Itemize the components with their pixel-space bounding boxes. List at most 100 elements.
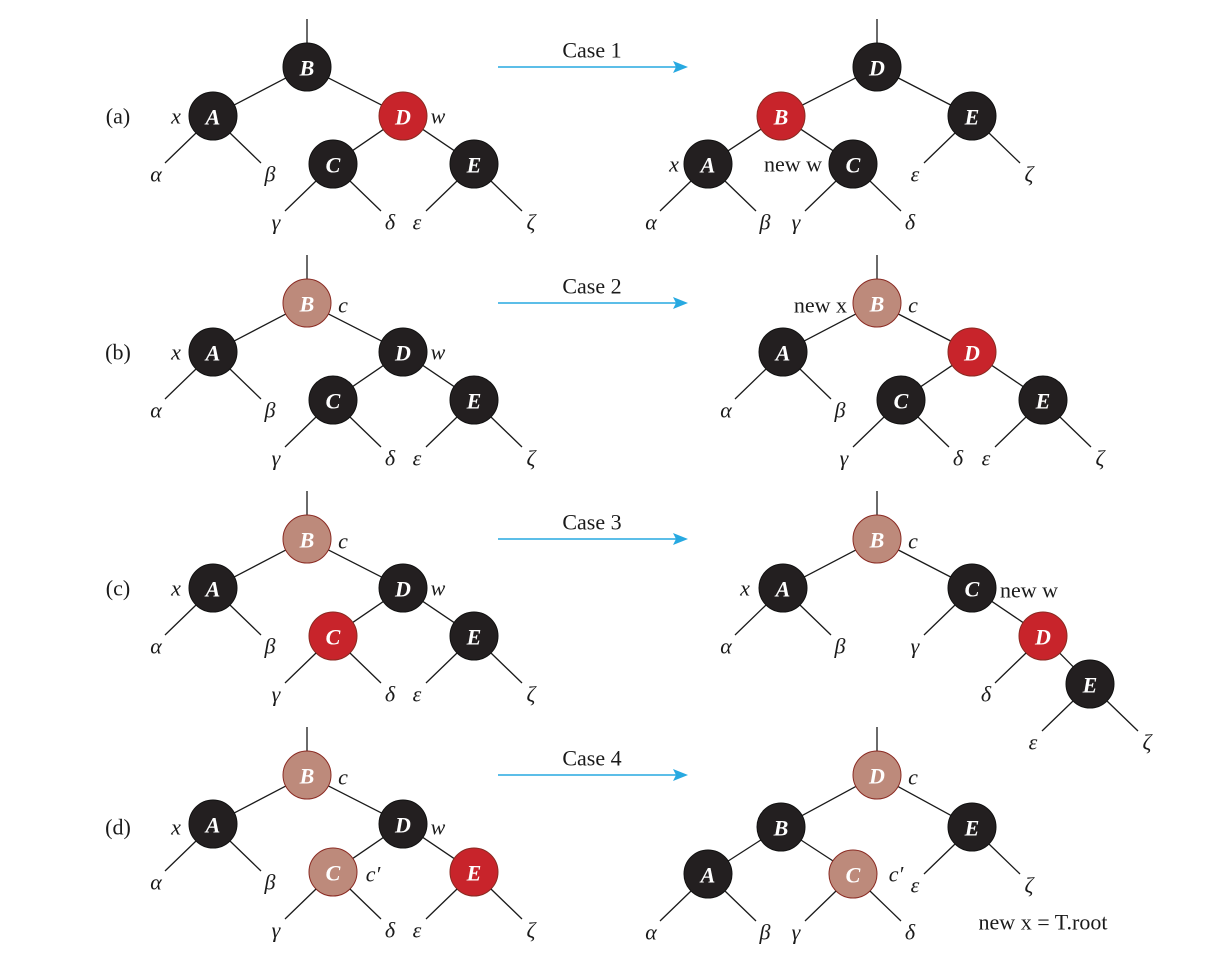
- b-after-label-new-x: new x: [794, 293, 847, 318]
- d-after-edge-B-A: [727, 839, 762, 862]
- d-after-label-c: c: [908, 765, 918, 790]
- b-after-label-c: c: [908, 293, 918, 318]
- case-arrow-b-head: [673, 297, 688, 309]
- b-before-edge-B-A: [233, 313, 287, 342]
- d-after-node-E-letter: E: [964, 816, 980, 841]
- c-before-label-c: c: [338, 529, 348, 554]
- d-before-subtree-alpha-edge: [164, 840, 197, 872]
- c-before-node-E-circle: [449, 611, 499, 661]
- a-before-subtree-delta-symbol: δ: [385, 210, 396, 235]
- b-after-node-E-circle: [1018, 375, 1068, 425]
- b-before-node-A-circle: [188, 327, 238, 377]
- a-before-edge-D-E: [422, 128, 455, 152]
- a-after-edge-D-B: [802, 77, 856, 106]
- d-before-edge-D-E: [422, 836, 455, 860]
- c-before-node-D-letter: D: [394, 577, 411, 602]
- a-after-subtree-gamma-symbol: γ: [792, 210, 802, 235]
- c-before-edge-B-A: [233, 549, 287, 578]
- d-after-subtree-alpha-symbol: α: [645, 920, 657, 945]
- b-before-node-D-circle: [378, 327, 428, 377]
- b-before-node-B: B: [282, 278, 332, 328]
- a-before-subtree-delta-edge: [349, 180, 382, 212]
- d-after-node-A-letter: A: [699, 863, 716, 888]
- a-before-node-C-letter: C: [326, 153, 341, 178]
- a-after-subtree-zeta-symbol: ζ: [1025, 162, 1036, 187]
- d-before-node-B-letter: B: [299, 764, 315, 789]
- c-after-subtree-beta-symbol: β: [834, 634, 846, 659]
- a-before-node-D: D: [378, 91, 428, 141]
- c-before-edge-B-D: [328, 549, 382, 578]
- d-after-subtree-delta-symbol: δ: [905, 920, 916, 945]
- a-before-node-A-circle: [188, 91, 238, 141]
- a-before-subtree-beta-edge: [229, 132, 262, 164]
- a-after-node-B-circle: [756, 91, 806, 141]
- a-after-node-E-circle: [947, 91, 997, 141]
- c-after-node-B-circle: [852, 514, 902, 564]
- a-before-subtree-gamma-edge: [284, 180, 317, 212]
- c-before-node-E-letter: E: [466, 625, 482, 650]
- c-after-edge-C-D: [991, 600, 1024, 624]
- b-after-node-D-letter: D: [963, 341, 980, 366]
- c-after-node-D-letter: D: [1034, 625, 1051, 650]
- d-after-node-B-circle: [756, 802, 806, 852]
- d-before-node-E-circle: [449, 847, 499, 897]
- d-before-subtree-delta-symbol: δ: [385, 918, 396, 943]
- c-after-label-x: x: [739, 576, 750, 601]
- d-before-node-A: A: [188, 799, 238, 849]
- b-after-subtree-alpha-edge: [734, 368, 767, 400]
- c-after-node-E-letter: E: [1082, 673, 1098, 698]
- c-after-subtree-gamma-symbol: γ: [911, 634, 921, 659]
- a-before-node-B-circle: [282, 42, 332, 92]
- d-after-edge-D-E: [897, 785, 952, 817]
- b-after-subtree-gamma-edge: [852, 416, 885, 448]
- d-before-node-C-letter: C: [326, 861, 341, 886]
- d-after-subtree-beta-edge: [724, 890, 757, 922]
- b-after-subtree-zeta-symbol: ζ: [1096, 446, 1107, 471]
- c-after-subtree-alpha-symbol: α: [720, 634, 732, 659]
- c-after-subtree-delta-symbol: δ: [981, 682, 992, 707]
- c-after-subtree-zeta-symbol: ζ: [1143, 730, 1154, 755]
- d-before-subtree-zeta-symbol: ζ: [527, 918, 538, 943]
- c-before-node-C: C: [308, 611, 358, 661]
- b-before-node-C-letter: C: [326, 389, 341, 414]
- d-before-subtree-delta-edge: [349, 888, 382, 920]
- c-after-node-C-letter: C: [965, 577, 980, 602]
- d-before-label-c-prime: c′: [366, 862, 382, 887]
- a-after-subtree-beta-symbol: β: [759, 210, 771, 235]
- c-before-node-D: D: [378, 563, 428, 613]
- a-after-node-D-letter: D: [868, 56, 885, 81]
- d-before-edge-B-D: [328, 785, 382, 814]
- b-before-subtree-zeta-edge: [490, 416, 523, 448]
- b-after-node-E: E: [1018, 375, 1068, 425]
- case-label-b: Case 2: [562, 274, 621, 299]
- d-before-subtree-alpha-symbol: α: [150, 870, 162, 895]
- c-after-subtree-alpha-edge: [734, 604, 767, 636]
- b-before-node-E-circle: [449, 375, 499, 425]
- a-before-node-E-circle: [449, 139, 499, 189]
- c-after-subtree-zeta-edge: [1106, 700, 1139, 732]
- b-after-subtree-delta-edge: [917, 416, 950, 448]
- b-before-edge-D-E: [422, 364, 455, 388]
- case-arrow-c-head: [673, 533, 688, 545]
- c-after-subtree-delta-edge: [994, 652, 1027, 684]
- c-before-subtree-beta-edge: [229, 604, 262, 636]
- c-after-subtree-beta-edge: [799, 604, 832, 636]
- b-after-node-D: D: [947, 327, 997, 377]
- c-after-node-C-circle: [947, 563, 997, 613]
- b-after-node-A-circle: [758, 327, 808, 377]
- a-after-node-D: D: [852, 42, 902, 92]
- b-before-node-D-letter: D: [394, 341, 411, 366]
- b-after-node-B-letter: B: [869, 292, 885, 317]
- c-before-label-x: x: [170, 576, 181, 601]
- c-after-subtree-epsilon-edge: [1041, 700, 1074, 732]
- b-before-subtree-beta-edge: [229, 368, 262, 400]
- d-before-subtree-epsilon-symbol: ε: [413, 918, 422, 943]
- b-after-subtree-beta-symbol: β: [834, 398, 846, 423]
- a-after-edge-B-C: [800, 128, 834, 152]
- a-after-subtree-gamma-edge: [804, 180, 837, 212]
- a-after-node-D-circle: [852, 42, 902, 92]
- c-before-node-B-letter: B: [299, 528, 315, 553]
- a-after-node-C-letter: C: [846, 153, 861, 178]
- b-before-subtree-epsilon-edge: [425, 416, 458, 448]
- c-before-node-B: B: [282, 514, 332, 564]
